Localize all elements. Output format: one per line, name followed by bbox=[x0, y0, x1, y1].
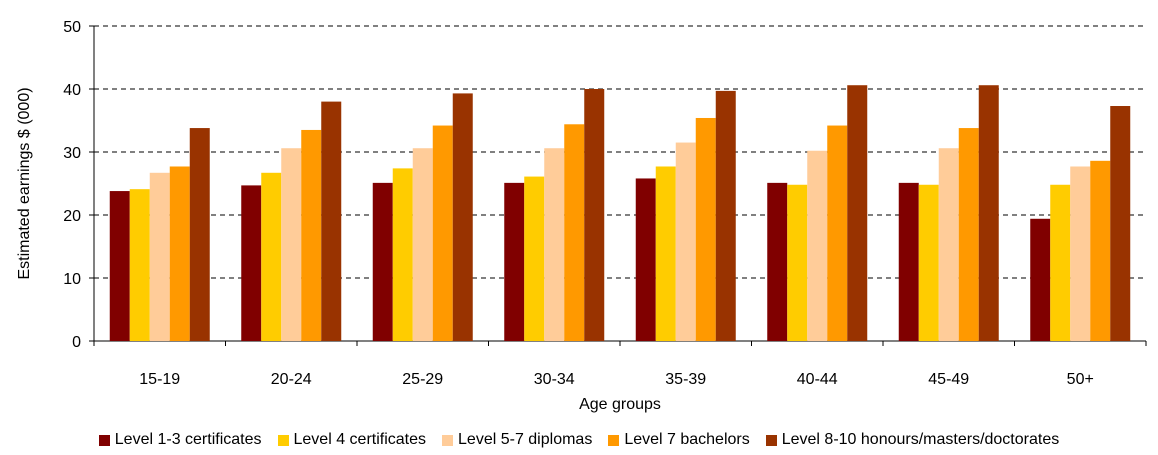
legend-item: Level 4 certificates bbox=[277, 431, 427, 449]
bar-20-24-series-3 bbox=[281, 148, 302, 341]
legend-swatch bbox=[608, 434, 620, 446]
bar-40-44-series-2 bbox=[787, 184, 808, 341]
bar-35-39-series-2 bbox=[655, 166, 676, 341]
y-tick-label: 20 bbox=[63, 208, 81, 225]
bar-20-24-series-4 bbox=[301, 129, 322, 341]
y-tick-label: 0 bbox=[72, 334, 81, 351]
y-tick-label: 10 bbox=[63, 271, 81, 288]
x-tick-label: 40-44 bbox=[797, 371, 838, 388]
y-tick-label: 30 bbox=[63, 145, 81, 162]
bar-30-34-series-3 bbox=[544, 148, 565, 341]
bar-35-39-series-4 bbox=[695, 117, 716, 341]
bar-40-44-series-4 bbox=[827, 125, 848, 341]
legend-label: Level 1-3 certificates bbox=[114, 431, 262, 448]
bar-35-39-series-1 bbox=[635, 178, 656, 341]
bar-25-29-series-1 bbox=[372, 182, 393, 341]
bar-50+-series-4 bbox=[1090, 160, 1111, 341]
bar-30-34-series-1 bbox=[504, 182, 525, 341]
bar-50+-series-2 bbox=[1050, 184, 1071, 341]
legend-item: Level 5-7 diplomas bbox=[442, 431, 592, 449]
bar-25-29-series-5 bbox=[452, 93, 473, 341]
x-tick-label: 25-29 bbox=[402, 371, 443, 388]
x-tick-label: 20-24 bbox=[271, 371, 312, 388]
legend-swatch bbox=[442, 434, 454, 446]
legend-swatch bbox=[98, 434, 110, 446]
bar-40-44-series-3 bbox=[807, 150, 828, 341]
x-tick-label: 30-34 bbox=[534, 371, 575, 388]
legend-item: Level 8-10 honours/masters/doctorates bbox=[765, 431, 1060, 449]
x-tick-label: 35-39 bbox=[665, 371, 706, 388]
bar-30-34-series-4 bbox=[564, 124, 585, 341]
bar-15-19-series-5 bbox=[189, 128, 210, 341]
bar-45-49-series-3 bbox=[938, 148, 959, 341]
bar-15-19-series-3 bbox=[149, 172, 170, 341]
x-tick-label: 50+ bbox=[1067, 371, 1094, 388]
bar-20-24-series-2 bbox=[261, 172, 282, 341]
legend-label: Level 8-10 honours/masters/doctorates bbox=[781, 431, 1060, 448]
bar-30-34-series-5 bbox=[584, 89, 605, 341]
x-axis-title: Age groups bbox=[579, 396, 661, 413]
legend-label: Level 7 bachelors bbox=[624, 431, 750, 448]
legend-label: Level 5-7 diplomas bbox=[458, 431, 593, 448]
bar-35-39-series-3 bbox=[675, 142, 696, 341]
legend-swatch bbox=[277, 434, 289, 446]
x-tick-label: 45-49 bbox=[928, 371, 969, 388]
bar-20-24-series-1 bbox=[241, 185, 262, 341]
bar-25-29-series-3 bbox=[412, 148, 433, 341]
bar-40-44-series-1 bbox=[767, 182, 788, 341]
legend-item: Level 7 bachelors bbox=[608, 431, 750, 449]
y-axis-title: Estimated earnings $ (000) bbox=[16, 87, 33, 279]
bar-15-19-series-2 bbox=[129, 189, 150, 341]
bar-15-19-series-1 bbox=[109, 191, 130, 341]
bar-chart-svg: 0 10 20 30 40 50 15-19 20-24 25-29 30-34 35-39 40-4… bbox=[16, 19, 1147, 413]
bar-40-44-series-5 bbox=[847, 85, 868, 341]
bar-35-39-series-5 bbox=[715, 90, 736, 341]
bar-25-29-series-4 bbox=[432, 125, 453, 341]
x-tick-label: 15-19 bbox=[139, 371, 180, 388]
bar-25-29-series-2 bbox=[392, 168, 413, 341]
legend-swatch bbox=[765, 434, 777, 446]
bar-20-24-series-5 bbox=[321, 101, 342, 341]
legend-label: Level 4 certificates bbox=[293, 431, 427, 448]
bar-50+-series-5 bbox=[1110, 106, 1131, 341]
y-tick-label: 50 bbox=[63, 19, 81, 36]
y-tick-label: 40 bbox=[63, 82, 81, 99]
bar-45-49-series-5 bbox=[978, 85, 999, 341]
bar-30-34-series-2 bbox=[524, 176, 545, 341]
bar-15-19-series-4 bbox=[169, 166, 190, 341]
legend-item: Level 1-3 certificates bbox=[98, 431, 262, 449]
bar-50+-series-1 bbox=[1030, 218, 1051, 341]
bar-45-49-series-4 bbox=[958, 128, 979, 341]
bar-45-49-series-1 bbox=[898, 182, 919, 341]
bar-45-49-series-2 bbox=[918, 184, 939, 341]
chart-legend: Level 1-3 certificates Level 4 certificat… bbox=[0, 428, 1158, 452]
bar-50+-series-3 bbox=[1070, 166, 1091, 341]
